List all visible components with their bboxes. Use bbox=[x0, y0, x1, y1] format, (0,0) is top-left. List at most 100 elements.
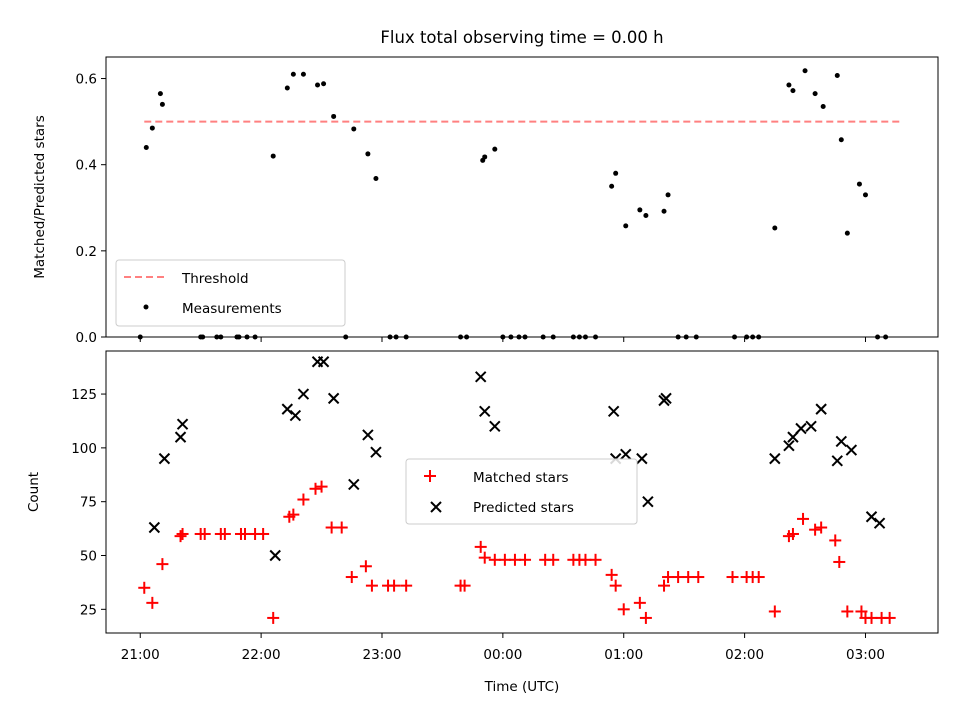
measurement-point bbox=[643, 213, 649, 219]
predicted-star-point bbox=[479, 405, 491, 417]
measurement-point bbox=[665, 192, 671, 198]
count-legend-box bbox=[405, 458, 638, 525]
predicted-star-point bbox=[489, 420, 501, 433]
predicted-star-point bbox=[474, 371, 487, 383]
matched-star-point bbox=[768, 605, 781, 618]
matched-stars-legend-swatch bbox=[424, 470, 436, 482]
matched-star-point bbox=[726, 571, 739, 584]
matched-star-point bbox=[605, 568, 618, 581]
measurement-point bbox=[300, 71, 306, 77]
matched-star-point bbox=[498, 553, 511, 566]
x-tick-label: 23:00 bbox=[363, 647, 402, 663]
predicted-star-point bbox=[636, 452, 648, 465]
predicted-star-point bbox=[660, 392, 672, 405]
matched-star-point bbox=[883, 611, 896, 624]
count-y-tick-label: 25 bbox=[80, 602, 97, 618]
predicted-star-point bbox=[805, 420, 817, 433]
count-y-tick-label: 50 bbox=[80, 549, 97, 565]
matched-star-point bbox=[198, 527, 211, 540]
predicted-stars-points bbox=[148, 356, 886, 562]
matched-star-point bbox=[797, 512, 810, 525]
measurement-point bbox=[802, 68, 808, 74]
matched-star-point bbox=[218, 527, 231, 540]
matched-star-point bbox=[488, 553, 501, 566]
matched-stars-points bbox=[138, 480, 896, 624]
matched-star-point bbox=[786, 527, 799, 540]
ratio-legend: Threshold Measurements bbox=[115, 259, 346, 327]
measurement-point bbox=[157, 91, 163, 97]
predicted-star-point bbox=[795, 422, 807, 435]
matched-star-point bbox=[692, 571, 705, 584]
matched-star-point bbox=[865, 611, 878, 624]
predicted-star-point bbox=[269, 549, 281, 562]
count-y-axis-label: Count bbox=[26, 472, 42, 512]
matched-stars-legend-label: Matched stars bbox=[473, 470, 569, 486]
matched-star-point bbox=[315, 480, 328, 493]
matched-star-point bbox=[287, 508, 300, 521]
predicted-star-point bbox=[317, 356, 330, 368]
measurement-point bbox=[290, 71, 296, 77]
measurement-point bbox=[365, 151, 371, 157]
matched-star-point bbox=[658, 579, 671, 592]
matched-star-point bbox=[841, 605, 854, 618]
matched-star-point bbox=[829, 534, 842, 547]
predicted-star-point bbox=[297, 388, 310, 400]
predicted-star-point bbox=[783, 440, 795, 452]
predicted-star-point bbox=[158, 452, 171, 465]
measurement-point bbox=[856, 181, 862, 187]
ratio-y-tick-label: 0.2 bbox=[76, 244, 97, 260]
predicted-star-point bbox=[845, 444, 858, 456]
ratio-y-tick-label: 0.6 bbox=[76, 72, 97, 88]
measurement-point bbox=[331, 113, 337, 119]
matched-star-point bbox=[239, 527, 252, 540]
predicted-star-point bbox=[865, 511, 878, 523]
predicted-stars-legend-label: Predicted stars bbox=[473, 500, 574, 516]
predicted-star-point bbox=[281, 403, 294, 415]
predicted-star-point bbox=[642, 495, 654, 508]
matched-star-point bbox=[335, 521, 348, 534]
x-tick-label: 21:00 bbox=[121, 647, 160, 663]
matched-star-point bbox=[138, 581, 151, 594]
predicted-star-point bbox=[370, 446, 382, 458]
measurement-point bbox=[786, 82, 792, 88]
x-tick-label: 03:00 bbox=[846, 647, 885, 663]
x-axis-label: Time (UTC) bbox=[484, 679, 560, 695]
matched-star-point bbox=[146, 596, 159, 609]
measurement-point bbox=[609, 183, 615, 189]
count-y-ticks: 25 50 75 100 125 bbox=[71, 387, 106, 618]
x-tick-label: 01:00 bbox=[604, 647, 643, 663]
predicted-star-point bbox=[148, 521, 161, 534]
predicted-star-point bbox=[327, 392, 340, 405]
predicted-star-point bbox=[787, 431, 799, 443]
predicted-star-point bbox=[873, 517, 886, 529]
x-tick-label: 00:00 bbox=[483, 647, 522, 663]
ratio-plot-frame bbox=[105, 56, 939, 338]
matched-star-point bbox=[345, 571, 358, 584]
matched-star-point bbox=[809, 523, 822, 536]
matched-star-point bbox=[833, 555, 846, 568]
measurement-point bbox=[143, 144, 149, 150]
matched-star-point bbox=[458, 579, 471, 592]
measurement-point bbox=[270, 153, 276, 159]
matched-star-point bbox=[325, 521, 338, 534]
measurement-point bbox=[637, 207, 643, 213]
matched-star-point bbox=[579, 553, 592, 566]
matched-star-point bbox=[297, 493, 310, 506]
measurement-point bbox=[834, 73, 840, 79]
predicted-star-point bbox=[769, 452, 781, 465]
count-x-ticks: 21:00 22:00 23:00 00:00 01:00 02:00 03:00 bbox=[121, 633, 885, 663]
matched-star-point bbox=[662, 571, 675, 584]
count-y-tick-label: 75 bbox=[80, 495, 97, 511]
matched-star-point bbox=[400, 579, 413, 592]
ratio-legend-box bbox=[115, 259, 346, 327]
measurement-point bbox=[820, 104, 826, 110]
matched-star-point bbox=[609, 579, 622, 592]
predicted-star-point bbox=[620, 448, 632, 461]
measurement-point bbox=[862, 192, 868, 198]
matched-star-point bbox=[267, 611, 280, 624]
threshold-legend-label: Threshold bbox=[181, 271, 249, 287]
chart-title: Flux total observing time = 0.00 h bbox=[380, 28, 663, 47]
measurement-point bbox=[661, 208, 667, 214]
matched-star-point bbox=[682, 571, 695, 584]
matched-star-point bbox=[617, 603, 630, 616]
